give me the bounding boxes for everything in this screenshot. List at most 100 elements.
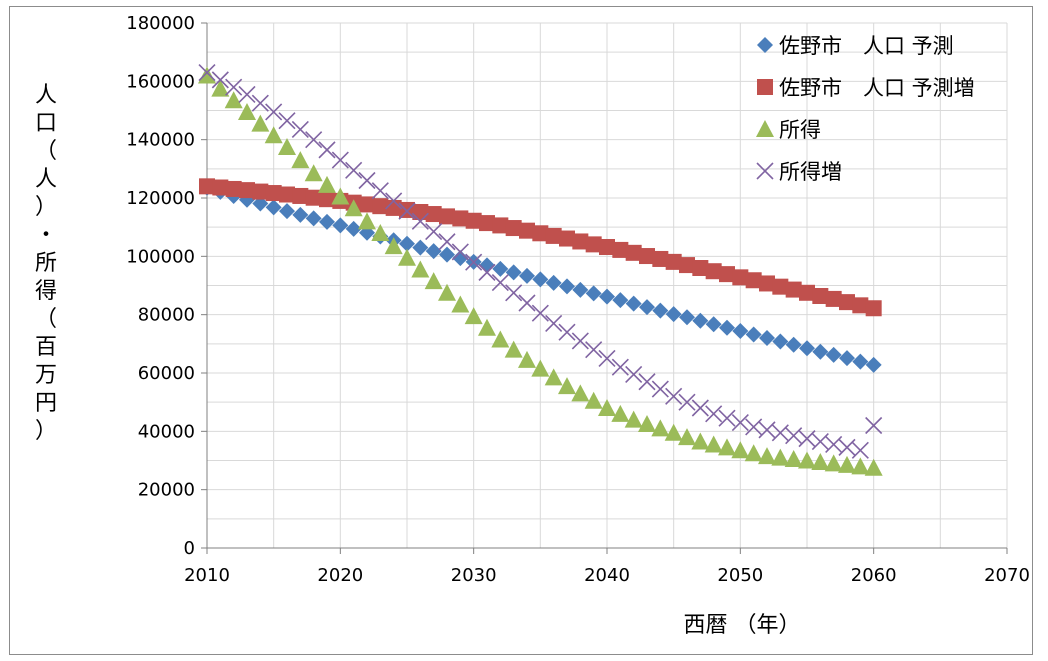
data-point bbox=[265, 199, 282, 216]
legend-marker bbox=[756, 120, 774, 137]
data-point bbox=[438, 283, 456, 301]
data-point bbox=[678, 428, 696, 446]
data-point bbox=[278, 112, 296, 130]
data-point bbox=[479, 257, 495, 274]
y-axis-title-char: 万 bbox=[35, 363, 57, 388]
data-point bbox=[865, 356, 882, 373]
data-point bbox=[704, 435, 723, 453]
legend-label: 所得増 bbox=[779, 160, 842, 184]
data-point bbox=[785, 427, 803, 445]
data-point bbox=[732, 323, 749, 339]
data-point bbox=[239, 182, 255, 199]
data-point bbox=[331, 187, 350, 205]
data-point bbox=[399, 201, 415, 218]
data-point bbox=[252, 183, 269, 200]
data-point bbox=[545, 274, 562, 291]
data-point bbox=[759, 275, 775, 292]
data-point bbox=[465, 212, 482, 229]
data-point bbox=[612, 241, 629, 258]
data-point bbox=[279, 186, 295, 203]
data-point bbox=[531, 304, 549, 322]
data-point bbox=[545, 227, 562, 244]
y-axis-title-char: 所 bbox=[35, 251, 57, 276]
data-point bbox=[491, 274, 509, 292]
data-point bbox=[611, 404, 630, 422]
data-point bbox=[599, 239, 615, 255]
data-point bbox=[439, 208, 455, 225]
x-tick-label: 2070 bbox=[984, 565, 1030, 586]
data-point bbox=[465, 253, 483, 271]
data-point bbox=[438, 233, 456, 251]
data-point bbox=[612, 292, 629, 309]
data-point bbox=[638, 415, 656, 433]
data-point bbox=[305, 189, 322, 206]
data-point bbox=[571, 384, 590, 402]
data-point bbox=[718, 409, 736, 427]
data-point bbox=[811, 452, 830, 470]
data-point bbox=[398, 248, 416, 266]
data-point bbox=[599, 288, 615, 305]
data-point bbox=[292, 187, 309, 204]
data-point bbox=[825, 346, 842, 363]
data-point bbox=[278, 137, 296, 155]
data-point bbox=[371, 182, 389, 200]
data-point bbox=[424, 272, 443, 290]
legend-entry: 佐野市 人口 予測 bbox=[757, 34, 954, 58]
data-point bbox=[265, 185, 282, 202]
data-point bbox=[344, 199, 363, 217]
data-point bbox=[452, 210, 469, 227]
legend-marker bbox=[757, 37, 773, 53]
x-tick-label: 2030 bbox=[451, 565, 497, 586]
data-point bbox=[759, 330, 775, 346]
data-point bbox=[678, 393, 696, 411]
data-point bbox=[479, 215, 495, 232]
data-point bbox=[279, 203, 295, 220]
scatter-chart: 0 20000 40000 60000 80000 100000 120000 140000 1… bbox=[35, 13, 1030, 638]
axes: 0 20000 40000 60000 80000 100000 120000 140000 1… bbox=[126, 13, 1030, 586]
data-point bbox=[345, 161, 363, 179]
data-point bbox=[505, 284, 523, 302]
data-point bbox=[825, 435, 843, 454]
data-point bbox=[852, 297, 869, 314]
data-point bbox=[519, 222, 535, 239]
y-axis-title-char: ・ bbox=[35, 223, 57, 248]
data-point bbox=[799, 340, 815, 357]
data-point bbox=[264, 126, 283, 144]
data-point bbox=[679, 309, 695, 326]
data-point bbox=[265, 103, 283, 121]
data-point bbox=[519, 267, 535, 284]
data-point bbox=[625, 295, 642, 312]
data-point bbox=[238, 85, 256, 104]
data-point bbox=[331, 151, 349, 169]
y-axis-title-char: （ bbox=[35, 307, 57, 332]
data-point bbox=[198, 64, 216, 82]
data-point bbox=[812, 343, 829, 360]
data-point bbox=[585, 236, 602, 253]
data-point bbox=[505, 264, 522, 281]
data-point bbox=[478, 263, 496, 281]
data-point bbox=[584, 391, 603, 409]
data-point bbox=[305, 210, 322, 227]
data-point bbox=[744, 444, 763, 462]
data-point bbox=[558, 377, 576, 395]
data-point bbox=[225, 78, 243, 96]
data-point bbox=[345, 220, 362, 237]
data-point bbox=[651, 380, 669, 398]
data-point bbox=[425, 243, 442, 260]
data-point bbox=[598, 349, 616, 367]
data-point bbox=[679, 257, 695, 274]
data-point bbox=[251, 94, 269, 112]
data-point bbox=[412, 239, 429, 256]
data-point bbox=[745, 272, 762, 289]
data-point bbox=[745, 326, 762, 343]
y-axis-title-char: 百 bbox=[35, 335, 57, 360]
data-point bbox=[372, 198, 389, 215]
data-point bbox=[732, 269, 749, 286]
data-point bbox=[199, 178, 215, 195]
data-point bbox=[825, 290, 842, 307]
data-point bbox=[745, 418, 763, 436]
x-tick-label: 2010 bbox=[184, 565, 230, 586]
data-point bbox=[571, 332, 589, 350]
x-axis-title: 西暦 （年） bbox=[684, 613, 801, 638]
